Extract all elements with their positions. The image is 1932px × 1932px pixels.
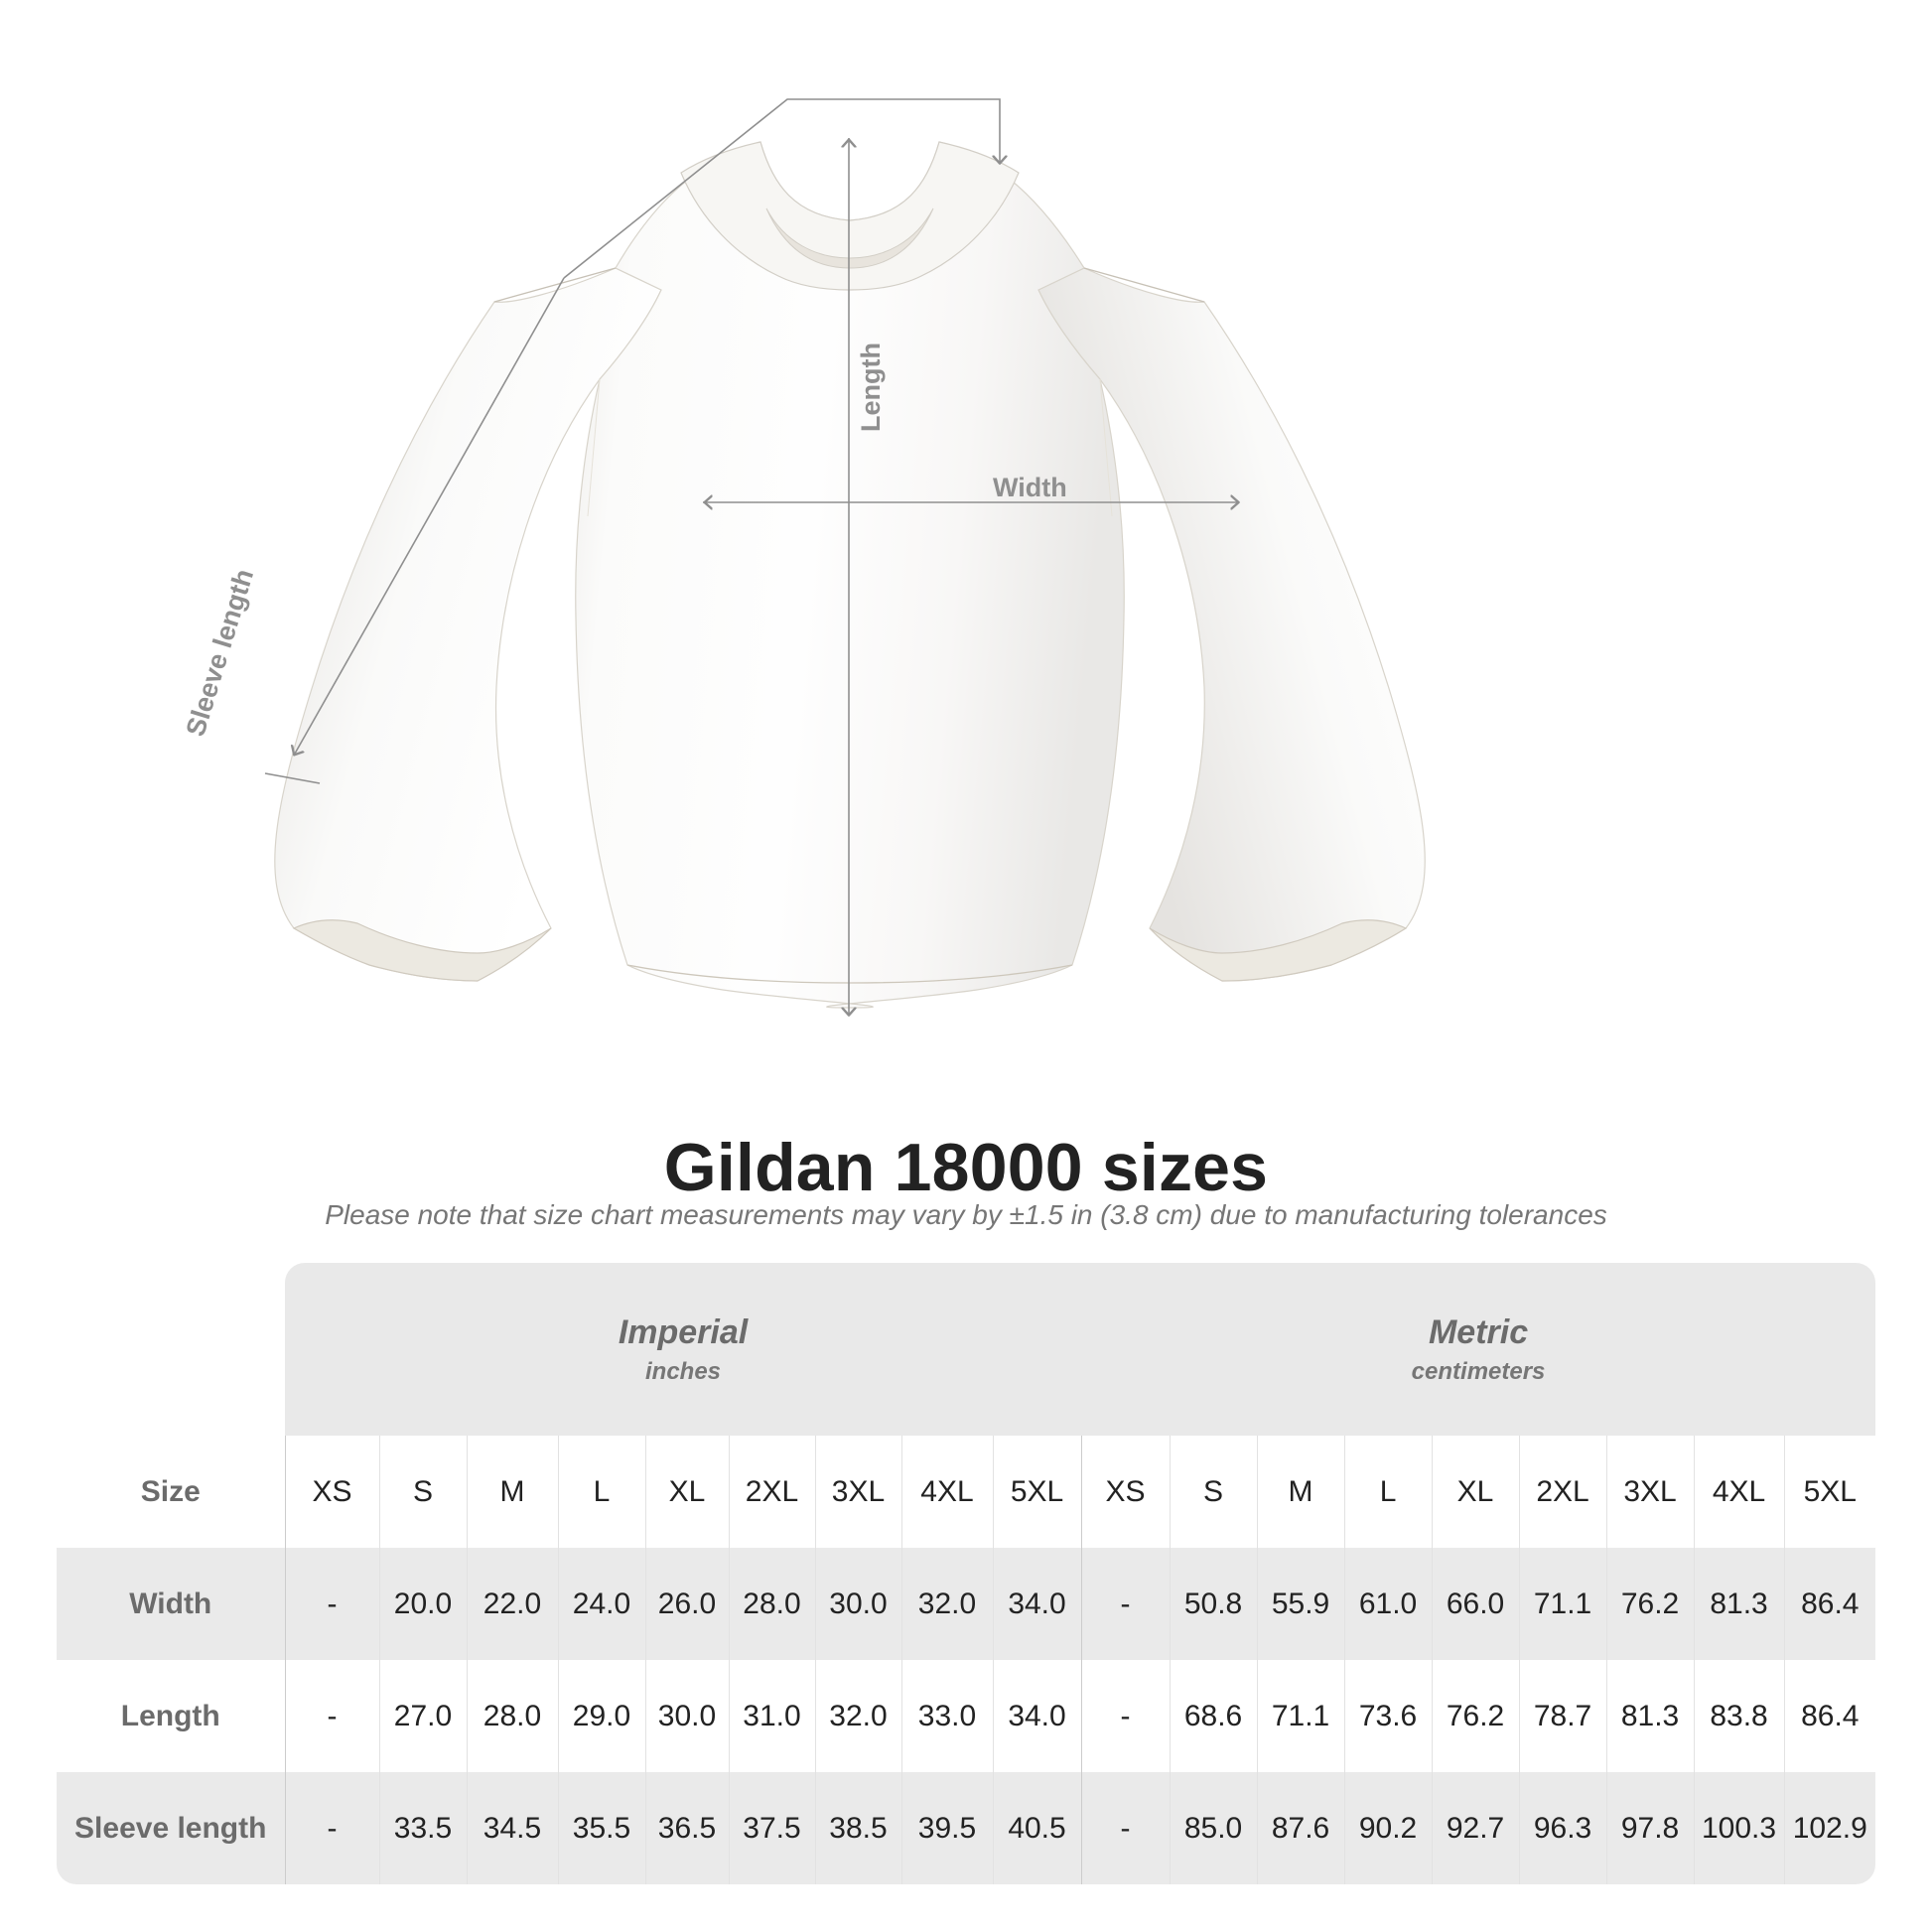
svg-text:Sleeve length: Sleeve length	[181, 566, 260, 740]
svg-text:Width: Width	[993, 473, 1067, 502]
svg-text:Length: Length	[856, 343, 886, 432]
